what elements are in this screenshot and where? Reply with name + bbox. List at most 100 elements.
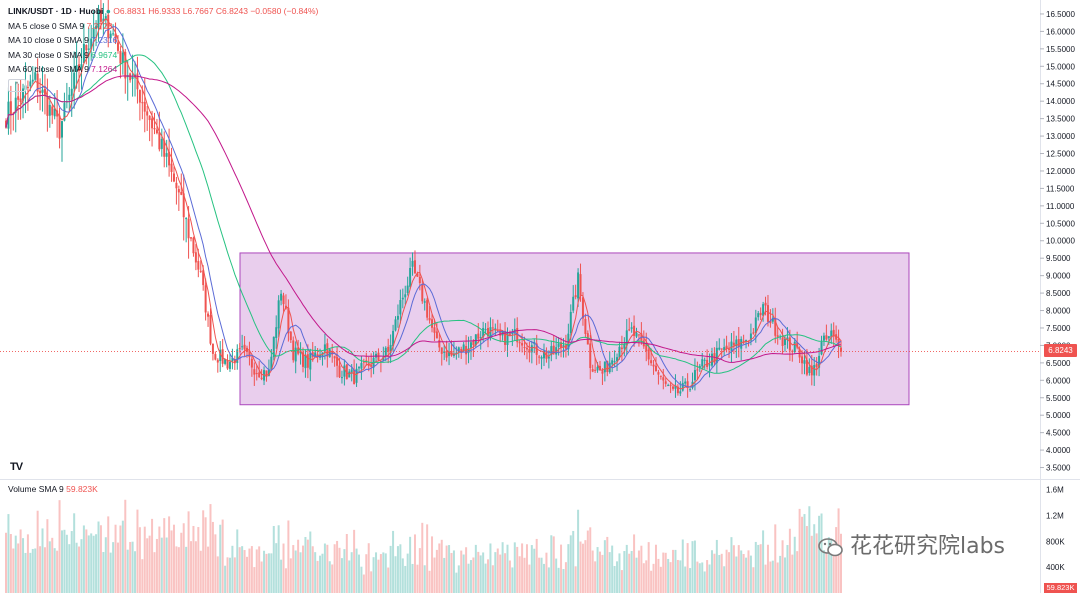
- candle-body: [357, 367, 360, 369]
- ma-60-row[interactable]: MA 60 close 0 SMA 9 7.1264: [8, 62, 318, 77]
- volume-bar: [435, 549, 438, 593]
- volume-bar: [104, 537, 107, 593]
- volume-bar: [452, 550, 455, 593]
- volume-bar: [134, 551, 137, 593]
- candle-body: [246, 347, 249, 352]
- volume-bar: [301, 545, 304, 593]
- volume-bar: [623, 551, 626, 593]
- volume-bar: [589, 527, 592, 593]
- volume-bar: [231, 545, 234, 593]
- candle-body: [14, 97, 17, 113]
- volume-bar: [36, 510, 39, 593]
- volume-bar: [698, 563, 701, 593]
- candle-body: [669, 384, 672, 386]
- volume-bar: [328, 561, 331, 593]
- volume-bar: [333, 544, 336, 593]
- collapse-legend-button[interactable]: ^: [8, 78, 26, 92]
- candle-body: [764, 302, 767, 306]
- volume-bar: [396, 546, 399, 593]
- volume-tick-label: 800K: [1046, 537, 1065, 546]
- volume-bar: [228, 557, 231, 593]
- volume-bar: [535, 538, 538, 593]
- volume-bar: [613, 566, 616, 593]
- candle-body: [728, 348, 731, 350]
- volume-bar: [462, 554, 465, 593]
- volume-bar: [530, 545, 533, 593]
- ma-10-row[interactable]: MA 10 close 0 SMA 9 7.2316: [8, 33, 318, 48]
- volume-bar: [306, 539, 309, 593]
- candle-body: [301, 352, 304, 367]
- candle-body: [389, 344, 392, 353]
- candle-body: [574, 295, 577, 298]
- volume-bar: [350, 552, 353, 593]
- volume-bar: [116, 542, 119, 593]
- candle-body: [60, 121, 63, 138]
- volume-bar: [92, 535, 95, 593]
- candle-body: [421, 284, 424, 302]
- candle-body: [306, 354, 309, 368]
- volume-bar: [370, 571, 373, 593]
- volume-bar: [518, 556, 521, 593]
- volume-bar: [674, 549, 677, 593]
- volume-bar: [265, 553, 268, 593]
- candle-body: [757, 313, 760, 318]
- volume-bar: [365, 554, 368, 593]
- candle-body: [679, 391, 682, 394]
- candle-body: [647, 349, 650, 360]
- volume-bar: [543, 563, 546, 593]
- candle-body: [80, 64, 83, 70]
- ma-30-row[interactable]: MA 30 close 0 SMA 9 6.9674: [8, 48, 318, 63]
- candle-body: [287, 307, 290, 334]
- candle-body: [735, 339, 738, 347]
- volume-bar: [7, 514, 10, 593]
- volume-bar: [124, 499, 127, 593]
- volume-bar: [433, 557, 436, 593]
- candle-body: [810, 365, 813, 376]
- price-tick-label: 15.5000: [1046, 45, 1075, 54]
- candle-body: [228, 361, 231, 369]
- volume-bar: [659, 566, 662, 593]
- volume-legend[interactable]: Volume SMA 9 59.823K: [8, 484, 98, 494]
- candle-body: [282, 295, 285, 305]
- candle-body: [732, 342, 735, 346]
- candle-body: [311, 352, 314, 357]
- candle-body: [241, 346, 244, 348]
- volume-bar: [601, 554, 604, 593]
- candle-body: [160, 138, 163, 149]
- ma-5-value: 7.3728: [86, 20, 113, 31]
- candle-body: [197, 260, 200, 270]
- candle-body: [396, 315, 399, 320]
- volume-bar: [17, 543, 20, 593]
- candle-body: [494, 328, 497, 330]
- volume-bar: [616, 561, 619, 593]
- volume-bar: [679, 560, 682, 593]
- candle-body: [659, 375, 662, 377]
- candle-body: [124, 51, 127, 79]
- volume-bar: [146, 538, 149, 593]
- volume-bar: [53, 548, 56, 593]
- ma-5-row[interactable]: MA 5 close 0 SMA 9 7.3728: [8, 19, 318, 34]
- volume-bar: [9, 534, 12, 593]
- candle-body: [431, 319, 434, 328]
- tradingview-logo[interactable]: TV: [10, 461, 23, 473]
- candle-body: [231, 357, 234, 362]
- candle-body: [155, 129, 158, 134]
- volume-bar: [723, 566, 726, 593]
- volume-bar: [85, 529, 88, 593]
- volume-bar: [5, 532, 7, 593]
- volume-bar: [569, 535, 572, 593]
- volume-bar: [555, 558, 558, 593]
- candle-body: [713, 353, 716, 363]
- volume-bar: [808, 506, 811, 593]
- candle-body: [182, 193, 185, 218]
- candle-body: [272, 336, 275, 358]
- candle-body: [445, 350, 448, 358]
- volume-bar: [148, 535, 151, 593]
- volume-bar: [316, 560, 319, 593]
- volume-bar: [840, 533, 842, 593]
- price-tick-label: 10.0000: [1046, 237, 1075, 246]
- volume-bar: [547, 567, 550, 593]
- volume-bar: [455, 572, 458, 593]
- candle-body: [521, 343, 524, 346]
